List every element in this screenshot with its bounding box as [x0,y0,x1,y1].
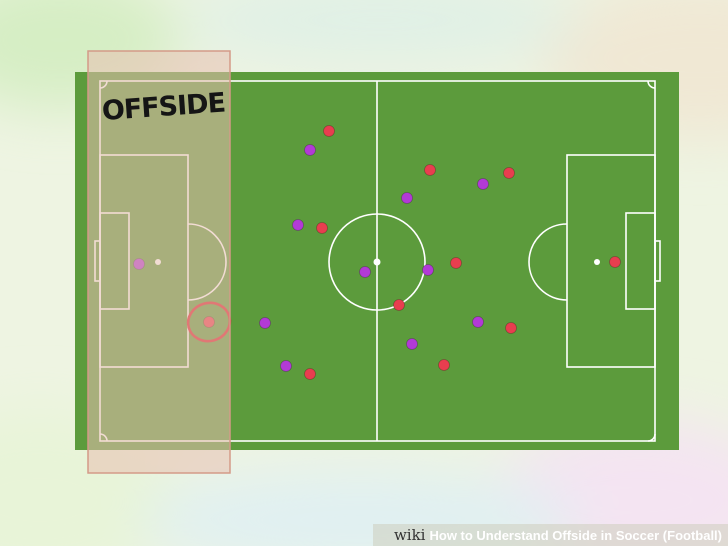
right-goal [654,240,661,282]
corner-arc-top-right [647,80,656,89]
purple-player-marker [477,178,489,190]
wikihow-watermark: wiki How to Understand Offside in Soccer… [373,524,728,546]
purple-player-marker [406,338,418,350]
corner-arc-bottom-right [647,433,656,442]
red-player-marker [609,256,621,268]
red-player-marker [323,125,335,137]
red-player-marker [450,257,462,269]
purple-player-marker [280,360,292,372]
red-player-marker [304,368,316,380]
red-player-marker [424,164,436,176]
center-spot [373,258,381,266]
red-player-marker [503,167,515,179]
purple-player-marker [401,192,413,204]
purple-team-players [133,144,489,372]
purple-player-marker [304,144,316,156]
purple-player-marker [259,317,271,329]
offside-zone-overlay [87,50,231,474]
right-penalty-spot [594,259,600,265]
center-circle [328,213,426,311]
red-player-marker [316,222,328,234]
red-player-marker [505,322,517,334]
purple-player-marker [292,219,304,231]
article-title: How to Understand Offside in Soccer (Foo… [429,527,722,543]
right-penalty-arc [528,223,568,301]
red-player-marker [393,299,405,311]
purple-player-marker [422,264,434,276]
wikihow-logo: wiki [393,526,426,544]
purple-player-marker [359,266,371,278]
purple-player-marker [472,316,484,328]
red-player-marker [438,359,450,371]
